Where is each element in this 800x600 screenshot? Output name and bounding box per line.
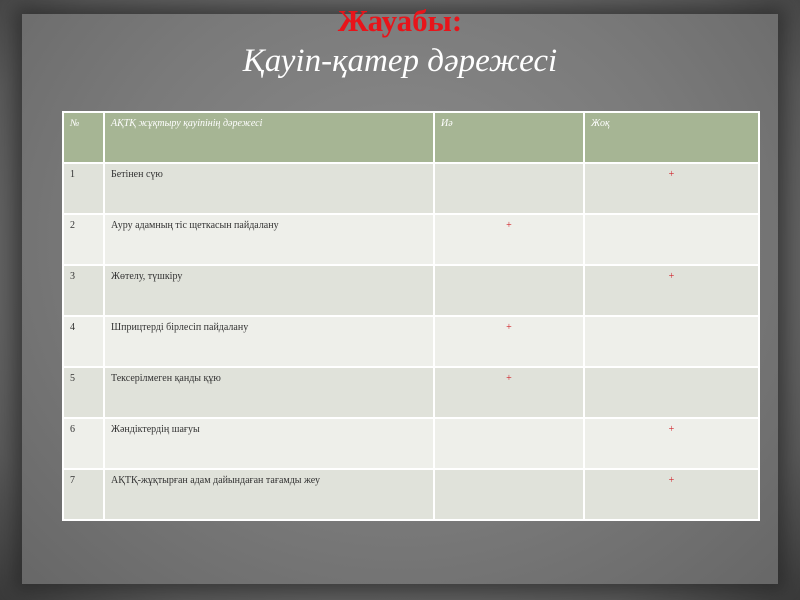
slide-title: Жауабы:	[337, 3, 463, 38]
row-risk: Шприцтерді бірлесіп пайдалану	[103, 315, 435, 368]
table-row: 6 Жәндіктердің шағуы +	[62, 417, 760, 470]
row-no: +	[583, 417, 760, 470]
table-header-row: № АҚТҚ жұқтыру қауіпінің дәрежесі Иә Жоқ	[62, 111, 760, 164]
row-no: +	[583, 264, 760, 317]
row-yes	[433, 162, 585, 215]
row-risk: Бетінен сүю	[103, 162, 435, 215]
table-row: 1 Бетінен сүю +	[62, 162, 760, 215]
row-number: 1	[62, 162, 105, 215]
risk-table: № АҚТҚ жұқтыру қауіпінің дәрежесі Иә Жоқ…	[62, 111, 760, 521]
row-number: 6	[62, 417, 105, 470]
row-no: +	[583, 162, 760, 215]
slide-subtitle: Қауіп-қатер дәрежесі	[242, 43, 558, 79]
row-risk: Ауру адамның тіс щеткасын пайдалану	[103, 213, 435, 266]
header-yes: Иә	[433, 111, 585, 164]
row-yes: +	[433, 213, 585, 266]
row-no	[583, 213, 760, 266]
row-risk: Жөтелу, түшкіру	[103, 264, 435, 317]
row-no	[583, 315, 760, 368]
row-number: 2	[62, 213, 105, 266]
row-number: 3	[62, 264, 105, 317]
row-no: +	[583, 468, 760, 521]
row-risk: Тексерілмеген қанды құю	[103, 366, 435, 419]
row-yes	[433, 417, 585, 470]
table-row: 5 Тексерілмеген қанды құю +	[62, 366, 760, 419]
row-yes: +	[433, 366, 585, 419]
header-no: Жоқ	[583, 111, 760, 164]
row-risk: АҚТҚ-жұқтырған адам дайындаған тағамды ж…	[103, 468, 435, 521]
row-yes: +	[433, 315, 585, 368]
table-row: 2 Ауру адамның тіс щеткасын пайдалану +	[62, 213, 760, 266]
table-row: 7 АҚТҚ-жұқтырған адам дайындаған тағамды …	[62, 468, 760, 521]
row-number: 5	[62, 366, 105, 419]
row-no	[583, 366, 760, 419]
table-row: 3 Жөтелу, түшкіру +	[62, 264, 760, 317]
row-risk: Жәндіктердің шағуы	[103, 417, 435, 470]
table-row: 4 Шприцтерді бірлесіп пайдалану +	[62, 315, 760, 368]
row-yes	[433, 468, 585, 521]
header-risk: АҚТҚ жұқтыру қауіпінің дәрежесі	[103, 111, 435, 164]
row-yes	[433, 264, 585, 317]
row-number: 7	[62, 468, 105, 521]
header-number: №	[62, 111, 105, 164]
row-number: 4	[62, 315, 105, 368]
